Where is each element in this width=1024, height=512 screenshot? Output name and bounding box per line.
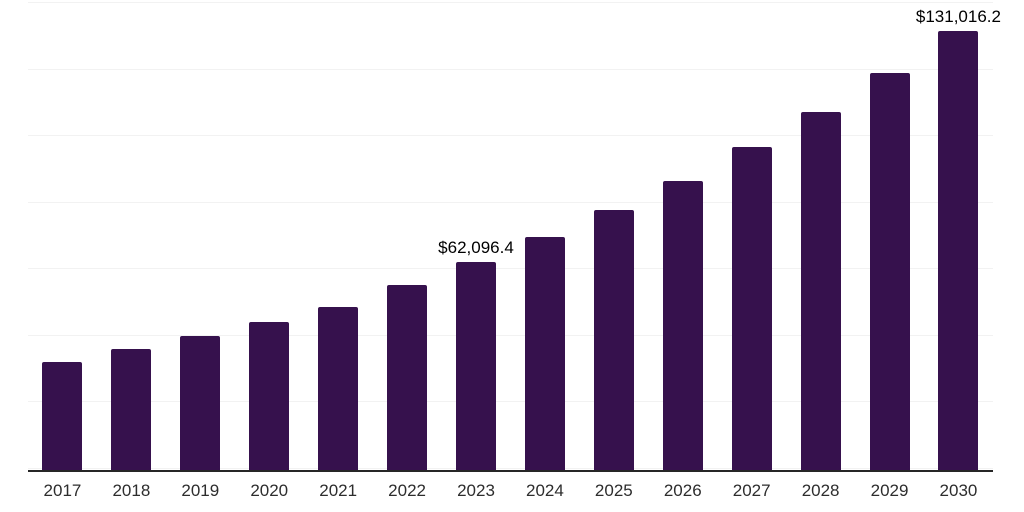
- plot-area: $62,096.4 $131,016.2: [28, 2, 1001, 472]
- x-tick-label-2027: 2027: [732, 481, 771, 500]
- bar-2022: [387, 285, 428, 470]
- bar-2023: [455, 261, 496, 470]
- x-tick-label-2026: 2026: [663, 481, 702, 500]
- x-tick-label-2018: 2018: [112, 481, 151, 500]
- gridline: [28, 135, 993, 136]
- bar-column-2025: [579, 2, 648, 470]
- bar-column-2017: [28, 2, 97, 470]
- bar-column-2027: [717, 2, 786, 470]
- x-tick-label-2024: 2024: [526, 481, 564, 500]
- bar-column-2018: [97, 2, 166, 470]
- bar-column-2030: $131,016.2: [916, 2, 1001, 470]
- bar-2028: [800, 112, 841, 470]
- x-tick-label-2022: 2022: [388, 481, 426, 500]
- gridline: [28, 2, 993, 3]
- bar-2029: [869, 72, 910, 470]
- bar-column-2029: [855, 2, 924, 470]
- gridline: [28, 202, 993, 203]
- bar-column-2028: [786, 2, 855, 470]
- bars-container: $62,096.4 $131,016.2: [28, 2, 1001, 470]
- x-tick-label-2017: 2017: [43, 481, 82, 500]
- x-tick-label-2029: 2029: [870, 481, 909, 500]
- x-tick-label-2025: 2025: [594, 481, 633, 500]
- x-tick-label-2020: 2020: [250, 481, 289, 500]
- bar-2026: [662, 180, 703, 470]
- x-tick-label-2028: 2028: [801, 481, 840, 500]
- bar-value-label-2023: $62,096.4: [438, 237, 514, 257]
- bar-2025: [593, 210, 634, 470]
- bar-column-2020: [235, 2, 304, 470]
- gridline: [28, 335, 993, 336]
- gridline: [28, 468, 993, 469]
- bar-column-2023: $62,096.4: [438, 2, 514, 470]
- bar-value-label-2030: $131,016.2: [915, 6, 1001, 26]
- bar-2021: [318, 307, 359, 470]
- x-tick-label-2019: 2019: [181, 481, 220, 500]
- gridline: [28, 268, 993, 269]
- bar-column-2022: [373, 2, 442, 470]
- bar-2019: [180, 336, 221, 470]
- bar-2024: [524, 237, 565, 470]
- bar-column-2024: [510, 2, 579, 470]
- bar-2030: [938, 30, 979, 470]
- bar-column-2026: [648, 2, 717, 470]
- x-tick-label-2021: 2021: [319, 481, 358, 500]
- gridline: [28, 401, 993, 402]
- x-axis-tick-labels: 2017 2018 2019 2020 2021 2022 2023 2024 2025 2026…: [28, 480, 993, 502]
- bar-column-2021: [304, 2, 373, 470]
- bar-2018: [111, 348, 152, 470]
- bar-2020: [249, 322, 290, 470]
- bar-column-2019: [166, 2, 235, 470]
- bar-2027: [731, 147, 772, 470]
- x-tick-label-2023: 2023: [457, 481, 495, 500]
- gridline: [28, 69, 993, 70]
- bar-2017: [42, 362, 83, 470]
- x-tick-label-2030: 2030: [939, 481, 978, 500]
